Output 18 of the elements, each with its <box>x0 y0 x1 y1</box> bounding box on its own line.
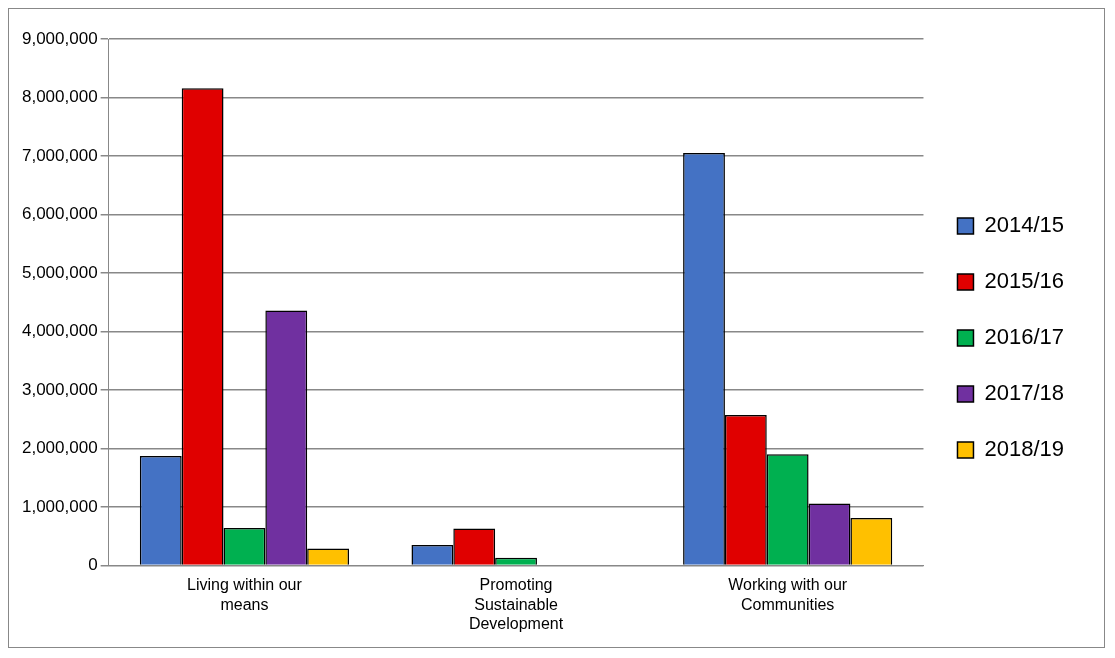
legend-label: 2014/15 <box>984 212 1065 238</box>
y-tick-label: 3,000,000 <box>21 379 98 399</box>
legend-label: 2016/17 <box>984 324 1065 350</box>
legend-label: 2015/16 <box>984 268 1065 294</box>
y-tick-label: 7,000,000 <box>21 145 98 165</box>
legend-label: 2018/19 <box>984 436 1065 462</box>
y-tick-label: 5,000,000 <box>21 262 98 282</box>
y-tick-label: 2,000,000 <box>21 438 98 458</box>
y-tick-label: 4,000,000 <box>21 321 98 341</box>
y-tick-label: 1,000,000 <box>21 496 98 516</box>
x-tick-label: Working with our Communities <box>728 576 848 613</box>
y-tick-label: 0 <box>88 555 98 575</box>
y-tick-label: 9,000,000 <box>21 28 98 48</box>
x-tick-label: Living within our means <box>187 576 303 613</box>
y-tick-label: 6,000,000 <box>21 204 98 224</box>
y-tick-label: 8,000,000 <box>21 87 98 107</box>
x-tick-label: Promoting Sustainable Development <box>468 576 564 632</box>
legend-label: 2017/18 <box>984 380 1065 406</box>
